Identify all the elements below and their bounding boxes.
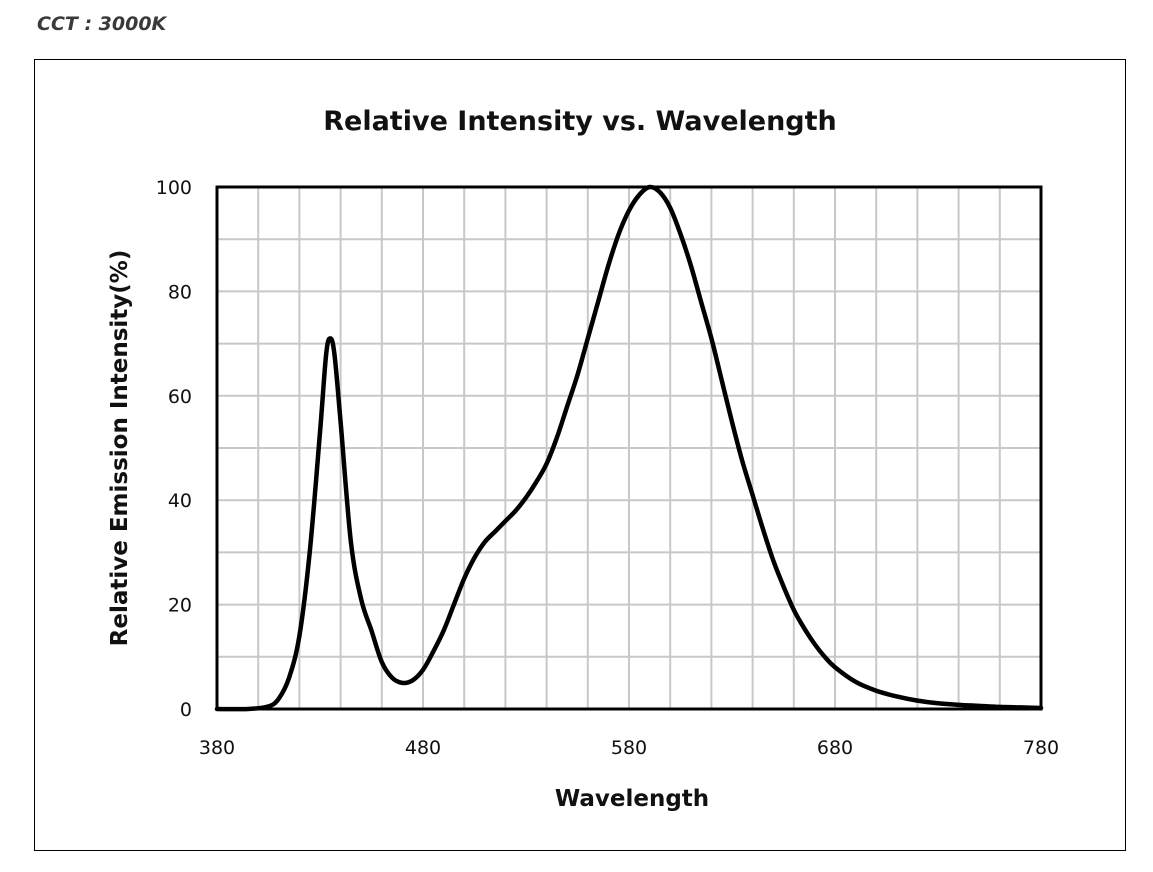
chart-title: Relative Intensity vs. Wavelength: [323, 106, 837, 137]
y-tick-label: 100: [156, 177, 192, 199]
y-tick-label: 60: [168, 386, 192, 408]
y-tick-label: 40: [168, 490, 192, 512]
x-tick-label: 780: [1023, 737, 1059, 759]
chart-frame: [34, 59, 1126, 851]
y-tick-label: 20: [168, 595, 192, 617]
x-tick-label: 480: [405, 737, 441, 759]
plot-area-border: [215, 185, 1043, 711]
y-tick-label: 80: [168, 281, 192, 303]
cct-label: CCT : 3000K: [37, 13, 167, 35]
x-tick-label: 580: [611, 737, 647, 759]
series-line: [214, 184, 1044, 712]
grid-layer: [217, 187, 1041, 709]
x-axis-title: Wavelength: [555, 786, 709, 812]
x-tick-label: 680: [817, 737, 853, 759]
y-axis-title: Relative Emission Intensity(%): [107, 250, 133, 647]
y-tick-label: 0: [180, 699, 192, 721]
x-tick-label: 380: [199, 737, 235, 759]
tick-layer: 380 480 580 680 780 0 20 40 60 80 100: [156, 177, 1059, 759]
